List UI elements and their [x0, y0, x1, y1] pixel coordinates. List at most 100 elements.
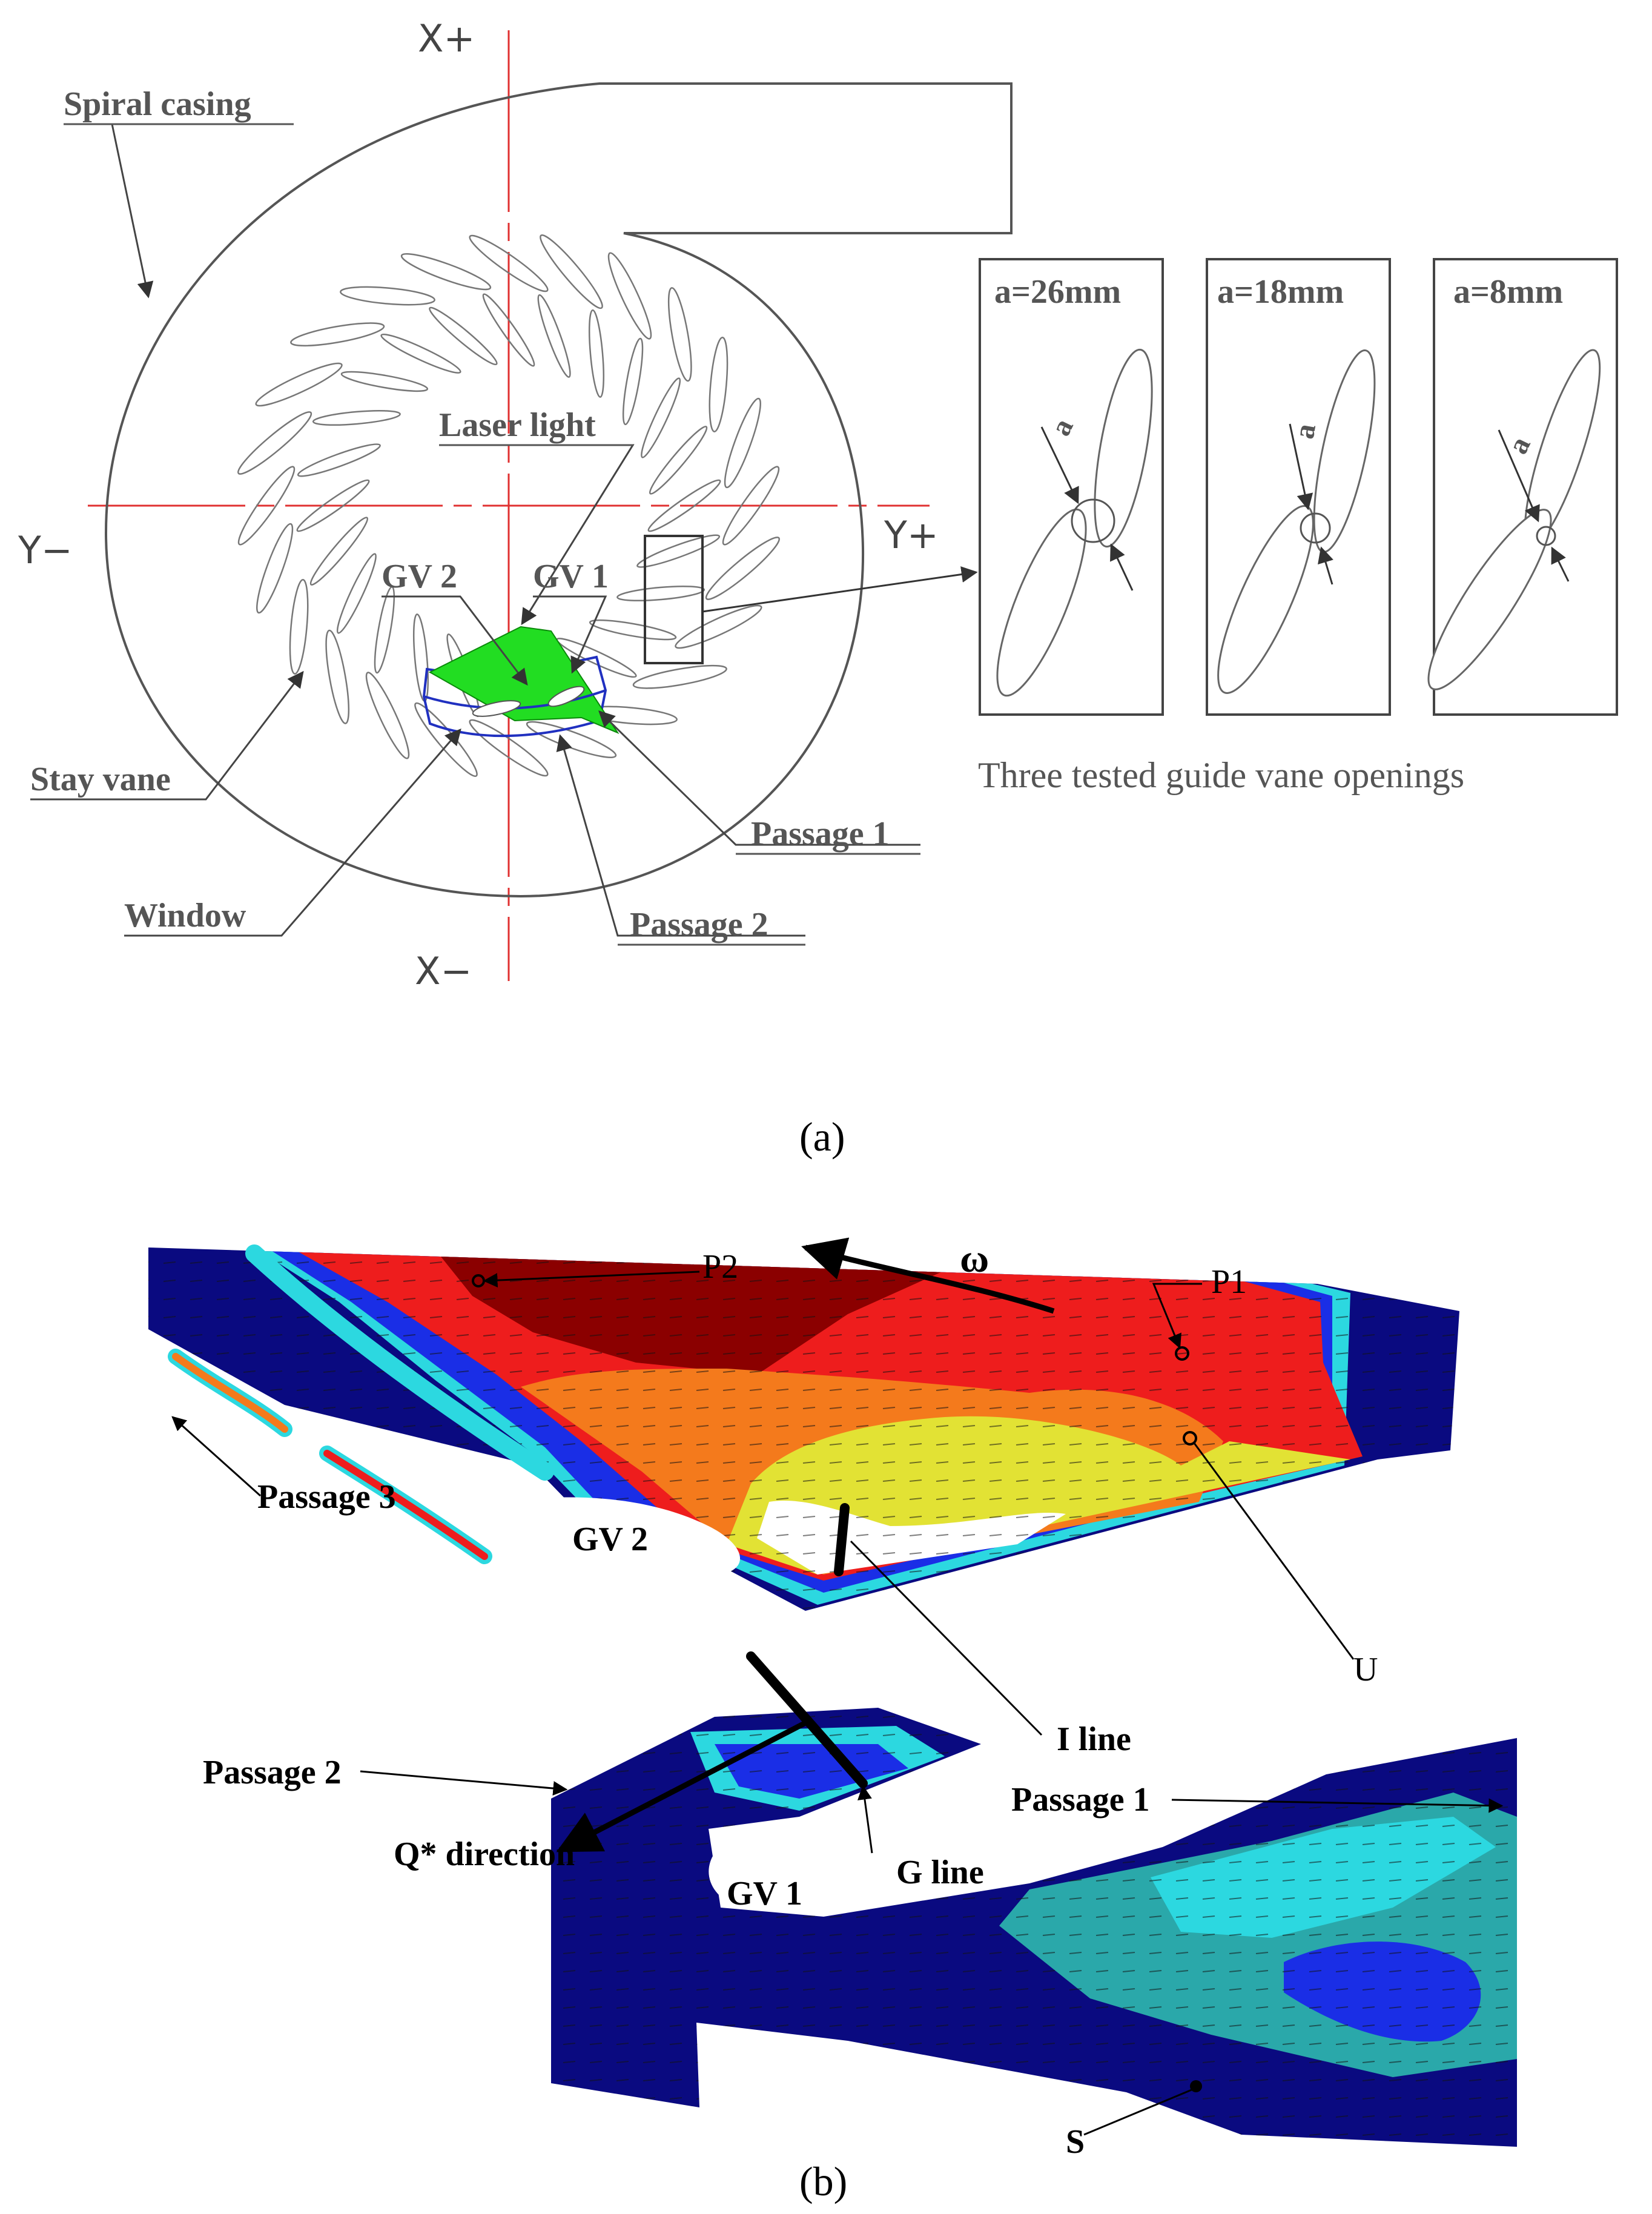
- opening-inset-1: a=26mm a: [979, 258, 1164, 716]
- stay-vane: [400, 253, 492, 291]
- stay-vane: [540, 234, 603, 309]
- guide-vane: [312, 409, 401, 426]
- inset1-dim-b: [1110, 543, 1134, 591]
- leader-p1: [1152, 1283, 1202, 1349]
- label-laser-light: Laser light: [439, 406, 596, 444]
- inset3-lower-vane: [1427, 509, 1552, 690]
- leader-passage1-b: [1171, 1798, 1504, 1813]
- stay-vane: [237, 411, 312, 475]
- guide-vane: [309, 517, 369, 586]
- inset1-upper-vane: [1094, 348, 1153, 548]
- openings-caption: Three tested guide vane openings: [978, 755, 1464, 795]
- u-point: [1183, 1431, 1197, 1446]
- p1-point: [1175, 1346, 1189, 1361]
- stay-vane: [722, 466, 780, 546]
- guide-vane: [429, 306, 498, 366]
- gv1-void: [709, 1792, 1057, 1912]
- label-passage2-b: Passage 2: [203, 1754, 342, 1791]
- opening-inset-2: a=18mm a: [1206, 258, 1391, 716]
- opening-inset-3: a=8mm a: [1427, 258, 1618, 716]
- label-g-line: G line: [896, 1854, 984, 1891]
- guide-vane: [537, 294, 571, 378]
- stay-vane: [256, 523, 294, 614]
- detail-box: [644, 535, 704, 664]
- leader-p2: [483, 1271, 700, 1288]
- guide-vane: [336, 553, 377, 634]
- inset1-mark-a: a: [1045, 414, 1080, 441]
- panel-a-schematic: X+ X− Y− Y+ Spiral casing: [18, 16, 1618, 1160]
- guide-vane-gv2-shape: [472, 700, 521, 717]
- inset1-lower-vane: [996, 508, 1087, 697]
- stay-vane: [607, 252, 652, 340]
- inset3-dim-b: [1551, 546, 1570, 582]
- stay-vane-ring: [237, 234, 780, 777]
- guide-vane: [649, 426, 708, 495]
- label-omega: ω: [960, 1237, 989, 1281]
- lower-flow-region: [551, 1708, 1517, 2147]
- stay-vane: [325, 629, 350, 724]
- label-passage1: Passage 1: [751, 815, 890, 853]
- stay-vane: [365, 672, 410, 759]
- g-line: [746, 1651, 868, 1788]
- label-s: S: [1066, 2123, 1085, 2161]
- label-q-direction: Q* direction: [394, 1836, 575, 1873]
- spiral-casing-outline: [104, 82, 1013, 898]
- guide-vane: [588, 309, 605, 398]
- guide-vane: [482, 293, 535, 367]
- axis-label-x-plus: X+: [418, 16, 475, 61]
- label-gv2: GV 2: [382, 558, 457, 595]
- guide-vane-gv1-shape: [547, 686, 585, 707]
- omega-arrow: [801, 1237, 1055, 1314]
- guide-vane: [647, 479, 721, 532]
- guide-vane: [297, 443, 381, 477]
- stay-vane: [724, 397, 761, 489]
- guide-vane: [374, 586, 395, 674]
- q-direction-arrow: [556, 1720, 807, 1852]
- leader-gv1: [533, 595, 607, 674]
- inset2-dim-b: [1318, 546, 1333, 585]
- stay-vane: [340, 286, 435, 306]
- inset3-gap-circle: [1536, 526, 1556, 546]
- label-gv2-b: GV 2: [572, 1521, 648, 1558]
- i-line: [834, 1503, 850, 1576]
- stay-vane: [237, 466, 296, 546]
- label-passage2: Passage 2: [630, 906, 768, 943]
- axis-label-y-minus: Y−: [18, 528, 73, 572]
- stay-vane: [255, 362, 343, 407]
- guide-vane: [641, 377, 681, 458]
- inset3-mark-a: a: [1502, 432, 1537, 459]
- caption-b: (b): [799, 2158, 847, 2204]
- leader-u: [1193, 1442, 1355, 1660]
- leader-gv2: [382, 595, 528, 686]
- leader-passage1: [598, 710, 920, 846]
- guide-vane: [589, 619, 677, 641]
- label-p2: P2: [702, 1248, 738, 1286]
- stay-vane: [709, 337, 729, 432]
- leader-s: [1083, 2088, 1194, 2136]
- stay-vane: [667, 287, 692, 382]
- inset2-upper-vane: [1313, 349, 1376, 553]
- label-u: U: [1353, 1651, 1378, 1688]
- leader-g-line: [857, 1785, 873, 1854]
- label-stay-vane: Stay vane: [30, 761, 171, 798]
- stay-vane: [289, 579, 309, 675]
- guide-vane: [340, 371, 429, 392]
- passage3-streaks: [168, 1244, 554, 1564]
- guide-vane: [622, 337, 644, 426]
- inset2-dim-a: [1289, 423, 1313, 511]
- guide-vane: [296, 479, 370, 532]
- inset1-gap-circle: [1071, 498, 1115, 543]
- inset1-dim-a: [1040, 426, 1079, 504]
- leader-spiral-casing: [64, 123, 154, 299]
- label-window: Window: [124, 897, 246, 934]
- guide-vane: [412, 613, 429, 702]
- leader-passage2: [556, 734, 805, 937]
- label-passage3: Passage 3: [257, 1478, 396, 1516]
- label-gv1-b: GV 1: [727, 1875, 802, 1912]
- stay-vane: [290, 322, 385, 347]
- stay-vane: [469, 719, 549, 777]
- leader-stay-vane: [30, 670, 304, 801]
- inset2-gap-circle: [1300, 512, 1331, 544]
- stay-vane: [469, 234, 549, 292]
